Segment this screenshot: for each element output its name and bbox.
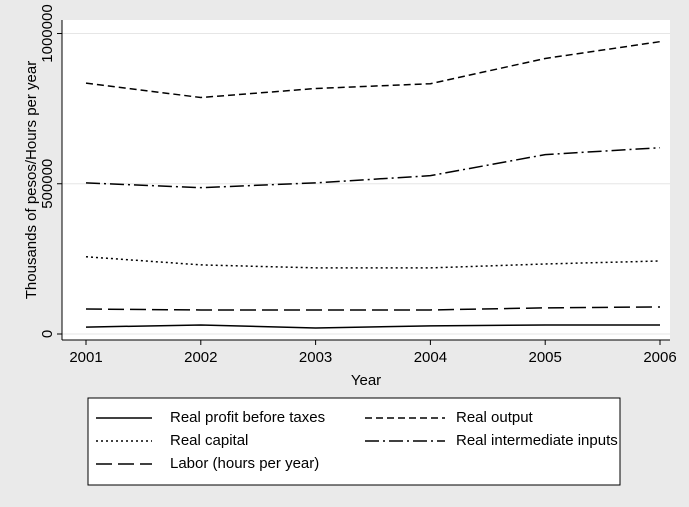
y-tick-label: 500000 [39,159,56,209]
y-tick-label: 0 [39,330,56,338]
legend-label: Real intermediate inputs [456,432,618,449]
series-line [85,256,661,269]
legend-label: Real output [456,409,534,426]
series-line [85,146,661,189]
series-line [85,306,661,311]
y-axis-title: Thousands of pesos/Hours per year [23,61,40,299]
x-tick-label: 2001 [69,349,102,366]
x-tick-label: 2004 [414,349,447,366]
legend-label: Real profit before taxes [170,409,325,426]
series-line [85,324,660,329]
legend [87,397,621,486]
x-tick-label: 2003 [299,349,332,366]
legend-label: Real capital [170,432,248,449]
legend-label: Labor (hours per year) [170,455,319,472]
y-tick-label: 1000000 [39,4,56,62]
x-tick-label: 2002 [184,349,217,366]
x-axis-title: Year [351,372,381,389]
plot-area [62,20,670,340]
series-line [85,40,661,99]
x-tick-label: 2006 [643,349,676,366]
x-tick-label: 2005 [529,349,562,366]
